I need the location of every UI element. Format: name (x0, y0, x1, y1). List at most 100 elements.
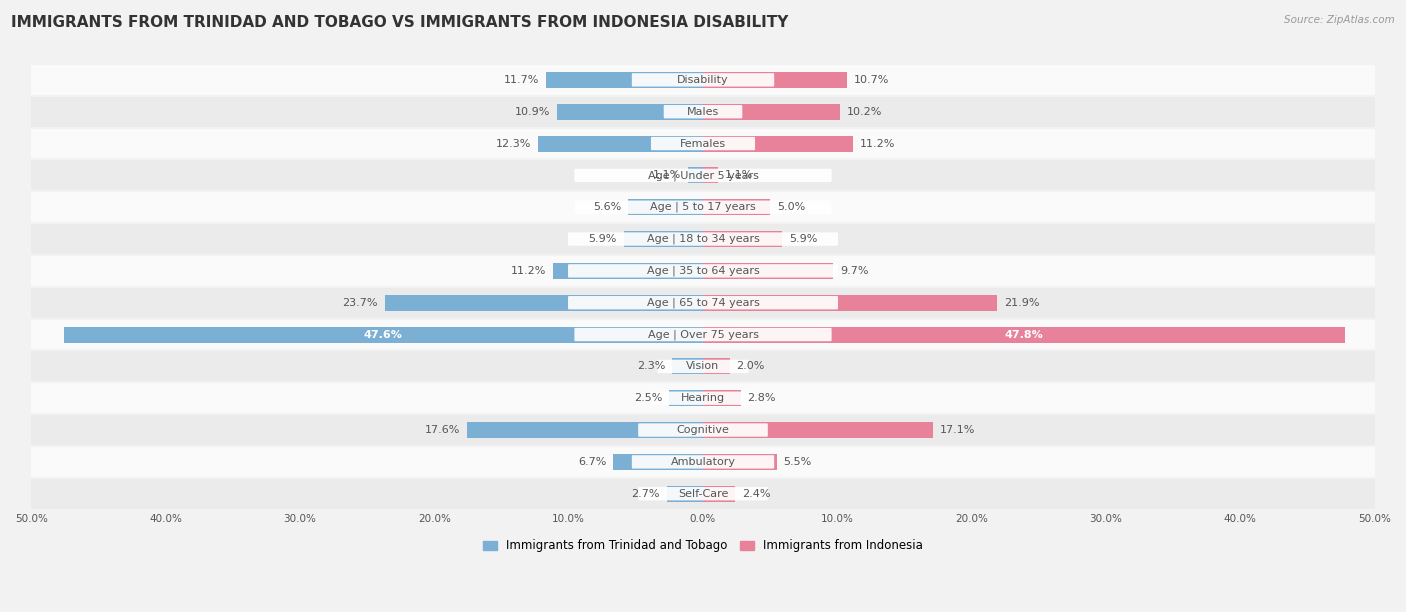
Bar (553, 263, 703, 279)
Text: 47.6%: 47.6% (364, 329, 402, 340)
Legend: Immigrants from Trinidad and Tobago, Immigrants from Indonesia: Immigrants from Trinidad and Tobago, Imm… (478, 535, 928, 557)
Bar (703, 327, 1346, 343)
Text: 11.2%: 11.2% (510, 266, 546, 276)
Bar (31, 64, 1375, 96)
Text: 5.5%: 5.5% (783, 457, 811, 467)
Bar (703, 136, 853, 152)
Bar (703, 104, 839, 120)
Text: 23.7%: 23.7% (343, 297, 378, 308)
Bar (31, 414, 1375, 446)
Bar (31, 351, 1375, 382)
Text: 5.6%: 5.6% (593, 202, 621, 212)
Bar (703, 390, 741, 406)
Text: 17.6%: 17.6% (425, 425, 460, 435)
Text: 10.2%: 10.2% (846, 106, 882, 117)
Text: Age | 35 to 64 years: Age | 35 to 64 years (647, 266, 759, 276)
Bar (31, 287, 1375, 319)
Bar (666, 486, 703, 502)
Text: 11.7%: 11.7% (503, 75, 538, 85)
Text: 1.1%: 1.1% (724, 170, 752, 181)
Bar (63, 327, 703, 343)
Text: 1.1%: 1.1% (654, 170, 682, 181)
Bar (385, 295, 703, 311)
FancyBboxPatch shape (638, 424, 768, 437)
Bar (624, 231, 703, 247)
Bar (669, 390, 703, 406)
Text: Age | Under 5 years: Age | Under 5 years (648, 170, 758, 181)
FancyBboxPatch shape (568, 264, 838, 278)
Bar (538, 136, 703, 152)
Bar (703, 72, 846, 88)
FancyBboxPatch shape (568, 233, 838, 246)
Bar (31, 160, 1375, 192)
Text: Self-Care: Self-Care (678, 489, 728, 499)
Bar (703, 168, 718, 184)
FancyBboxPatch shape (575, 169, 831, 182)
Bar (672, 359, 703, 375)
Text: 2.5%: 2.5% (634, 394, 662, 403)
Text: 5.9%: 5.9% (589, 234, 617, 244)
Text: 11.2%: 11.2% (860, 138, 896, 149)
Bar (703, 486, 735, 502)
Text: Source: ZipAtlas.com: Source: ZipAtlas.com (1284, 15, 1395, 25)
Bar (546, 72, 703, 88)
Bar (703, 359, 730, 375)
Text: 21.9%: 21.9% (1004, 297, 1039, 308)
Bar (31, 223, 1375, 255)
Bar (703, 454, 778, 470)
Bar (31, 96, 1375, 128)
FancyBboxPatch shape (631, 73, 775, 86)
Bar (688, 168, 703, 184)
Text: Disability: Disability (678, 75, 728, 85)
Bar (703, 200, 770, 215)
Text: 47.8%: 47.8% (1005, 329, 1043, 340)
Text: 2.3%: 2.3% (637, 361, 665, 371)
Text: Age | 5 to 17 years: Age | 5 to 17 years (650, 202, 756, 212)
FancyBboxPatch shape (664, 105, 742, 118)
Bar (703, 231, 782, 247)
Bar (31, 255, 1375, 287)
Text: Cognitive: Cognitive (676, 425, 730, 435)
Bar (703, 295, 997, 311)
Text: 10.9%: 10.9% (515, 106, 550, 117)
Text: 9.7%: 9.7% (839, 266, 869, 276)
Text: Males: Males (688, 106, 718, 117)
FancyBboxPatch shape (575, 201, 831, 214)
Text: 17.1%: 17.1% (939, 425, 974, 435)
FancyBboxPatch shape (651, 392, 755, 405)
Bar (628, 200, 703, 215)
Text: Hearing: Hearing (681, 394, 725, 403)
Text: Age | 65 to 74 years: Age | 65 to 74 years (647, 297, 759, 308)
Text: Age | 18 to 34 years: Age | 18 to 34 years (647, 234, 759, 244)
Text: Vision: Vision (686, 361, 720, 371)
Bar (703, 422, 932, 438)
FancyBboxPatch shape (631, 455, 775, 469)
Bar (31, 319, 1375, 351)
Text: 2.4%: 2.4% (742, 489, 770, 499)
FancyBboxPatch shape (568, 296, 838, 310)
Text: Females: Females (681, 138, 725, 149)
FancyBboxPatch shape (651, 137, 755, 150)
Text: 12.3%: 12.3% (496, 138, 531, 149)
FancyBboxPatch shape (575, 328, 831, 341)
Text: 5.0%: 5.0% (778, 202, 806, 212)
Text: Ambulatory: Ambulatory (671, 457, 735, 467)
Text: 5.9%: 5.9% (789, 234, 817, 244)
Text: 2.7%: 2.7% (631, 489, 659, 499)
Bar (613, 454, 703, 470)
Bar (31, 382, 1375, 414)
Bar (703, 263, 834, 279)
Bar (557, 104, 703, 120)
Bar (31, 446, 1375, 478)
Text: 10.7%: 10.7% (853, 75, 889, 85)
Text: 6.7%: 6.7% (578, 457, 606, 467)
Text: IMMIGRANTS FROM TRINIDAD AND TOBAGO VS IMMIGRANTS FROM INDONESIA DISABILITY: IMMIGRANTS FROM TRINIDAD AND TOBAGO VS I… (11, 15, 789, 31)
Bar (31, 192, 1375, 223)
Bar (467, 422, 703, 438)
Text: 2.0%: 2.0% (737, 361, 765, 371)
Text: Age | Over 75 years: Age | Over 75 years (648, 329, 758, 340)
Text: 2.8%: 2.8% (748, 394, 776, 403)
FancyBboxPatch shape (658, 360, 748, 373)
Bar (31, 128, 1375, 160)
Bar (31, 478, 1375, 510)
